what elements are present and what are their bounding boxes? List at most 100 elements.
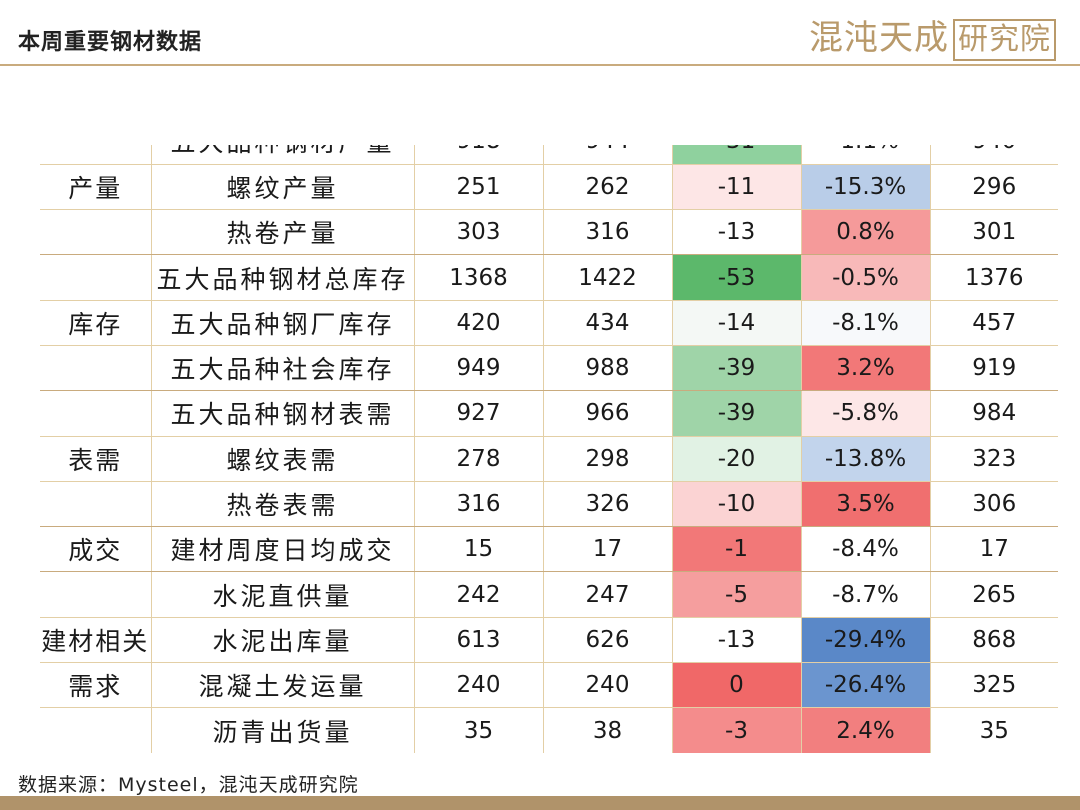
- value-reference-cell: 306: [929, 481, 1058, 528]
- category-cell: [40, 481, 151, 528]
- change-cell: -14: [671, 300, 801, 346]
- value-previous-cell: 247: [542, 571, 672, 618]
- table-body: 五大品种钢材产量 918 944 -31 -1.1% 940 产量 螺纹产量 2…: [40, 145, 1058, 753]
- table-row: 产量 螺纹产量 251 262 -11 -15.3% 296: [40, 164, 1058, 211]
- change-cell: 0: [671, 662, 801, 709]
- category-cell: 库存: [40, 300, 151, 346]
- percent-change-cell: -13.8%: [800, 436, 930, 482]
- value-current-cell: 949: [413, 345, 543, 392]
- percent-change-cell: -8.7%: [800, 571, 930, 618]
- table-row: 表需 螺纹表需 278 298 -20 -13.8% 323: [40, 436, 1058, 482]
- table-row: 五大品种钢材产量 918 944 -31 -1.1% 940: [40, 145, 1058, 165]
- percent-change-cell: -8.1%: [800, 300, 930, 346]
- table-row: 建材相关 水泥出库量 613 626 -13 -29.4% 868: [40, 617, 1058, 664]
- value-previous-cell: 38: [542, 707, 672, 753]
- percent-change-cell: 0.8%: [800, 209, 930, 256]
- value-current-cell: 15: [413, 526, 543, 573]
- metric-name-cell: 水泥直供量: [150, 571, 414, 618]
- table-row: 库存 五大品种钢厂库存 420 434 -14 -8.1% 457: [40, 300, 1058, 346]
- value-reference-cell: 323: [929, 436, 1058, 482]
- value-reference-cell: 1376: [929, 254, 1058, 301]
- value-previous-cell: 966: [542, 390, 672, 437]
- value-reference-cell: 325: [929, 662, 1058, 709]
- value-previous-cell: 326: [542, 481, 672, 528]
- metric-name-cell: 沥青出货量: [150, 707, 414, 753]
- percent-change-cell: 2.4%: [800, 707, 930, 753]
- value-reference-cell: 868: [929, 617, 1058, 664]
- table-row: 水泥直供量 242 247 -5 -8.7% 265: [40, 571, 1058, 618]
- metric-name-cell: 热卷产量: [150, 209, 414, 256]
- footer-bar: [0, 796, 1080, 810]
- metric-name-cell: 五大品种钢材表需: [150, 390, 414, 437]
- value-previous-cell: 434: [542, 300, 672, 346]
- value-previous-cell: 1422: [542, 254, 672, 301]
- change-cell: -10: [671, 481, 801, 528]
- value-reference-cell: 457: [929, 300, 1058, 346]
- value-current-cell: 303: [413, 209, 543, 256]
- value-current-cell: 240: [413, 662, 543, 709]
- category-cell: [40, 345, 151, 392]
- metric-name-cell: 水泥出库量: [150, 617, 414, 664]
- value-previous-cell: 316: [542, 209, 672, 256]
- change-cell: -1: [671, 526, 801, 573]
- percent-change-cell: -1.1%: [800, 145, 930, 165]
- metric-name-cell: 热卷表需: [150, 481, 414, 528]
- value-current-cell: 927: [413, 390, 543, 437]
- table-row: 五大品种钢材表需 927 966 -39 -5.8% 984: [40, 390, 1058, 437]
- steel-data-table-container: 五大品种钢材产量 918 944 -31 -1.1% 940 产量 螺纹产量 2…: [40, 145, 1058, 753]
- percent-change-cell: -29.4%: [800, 617, 930, 664]
- page-title: 本周重要钢材数据: [18, 30, 203, 55]
- metric-name-cell: 五大品种钢厂库存: [150, 300, 414, 346]
- value-reference-cell: 35: [929, 707, 1058, 753]
- change-cell: -13: [671, 209, 801, 256]
- value-previous-cell: 988: [542, 345, 672, 392]
- category-cell: 建材相关: [40, 617, 151, 664]
- table-row: 成交 建材周度日均成交 15 17 -1 -8.4% 17: [40, 526, 1058, 573]
- table-row: 热卷表需 316 326 -10 3.5% 306: [40, 481, 1058, 528]
- percent-change-cell: 3.2%: [800, 345, 930, 392]
- metric-name-cell: 螺纹表需: [150, 436, 414, 482]
- category-cell: [40, 571, 151, 618]
- value-current-cell: 918: [413, 145, 543, 165]
- metric-name-cell: 五大品种钢材产量: [150, 145, 414, 165]
- change-cell: -11: [671, 164, 801, 211]
- change-cell: -39: [671, 345, 801, 392]
- value-current-cell: 316: [413, 481, 543, 528]
- category-cell: [40, 145, 151, 165]
- page-header: 本周重要钢材数据 混沌天成 研究院: [0, 0, 1080, 66]
- table-row: 热卷产量 303 316 -13 0.8% 301: [40, 209, 1058, 256]
- value-reference-cell: 940: [929, 145, 1058, 165]
- logo-boxed-text: 研究院: [953, 19, 1056, 61]
- table-row: 需求 混凝土发运量 240 240 0 -26.4% 325: [40, 662, 1058, 709]
- value-previous-cell: 240: [542, 662, 672, 709]
- value-reference-cell: 919: [929, 345, 1058, 392]
- category-cell: 成交: [40, 526, 151, 573]
- metric-name-cell: 五大品种社会库存: [150, 345, 414, 392]
- metric-name-cell: 混凝土发运量: [150, 662, 414, 709]
- category-cell: 产量: [40, 164, 151, 211]
- value-current-cell: 278: [413, 436, 543, 482]
- percent-change-cell: -0.5%: [800, 254, 930, 301]
- table-row: 五大品种社会库存 949 988 -39 3.2% 919: [40, 345, 1058, 392]
- value-reference-cell: 296: [929, 164, 1058, 211]
- table-row: 沥青出货量 35 38 -3 2.4% 35: [40, 707, 1058, 753]
- percent-change-cell: -8.4%: [800, 526, 930, 573]
- category-cell: [40, 707, 151, 753]
- change-cell: -13: [671, 617, 801, 664]
- category-cell: [40, 254, 151, 301]
- change-cell: -20: [671, 436, 801, 482]
- value-previous-cell: 298: [542, 436, 672, 482]
- value-previous-cell: 17: [542, 526, 672, 573]
- logo-text: 混沌天成: [809, 18, 949, 58]
- value-previous-cell: 262: [542, 164, 672, 211]
- table-row: 五大品种钢材总库存 1368 1422 -53 -0.5% 1376: [40, 254, 1058, 301]
- percent-change-cell: -5.8%: [800, 390, 930, 437]
- category-cell: 需求: [40, 662, 151, 709]
- change-cell: -39: [671, 390, 801, 437]
- brand-logo: 混沌天成 研究院: [809, 10, 1056, 61]
- percent-change-cell: -26.4%: [800, 662, 930, 709]
- value-current-cell: 35: [413, 707, 543, 753]
- category-cell: 表需: [40, 436, 151, 482]
- value-current-cell: 1368: [413, 254, 543, 301]
- value-current-cell: 613: [413, 617, 543, 664]
